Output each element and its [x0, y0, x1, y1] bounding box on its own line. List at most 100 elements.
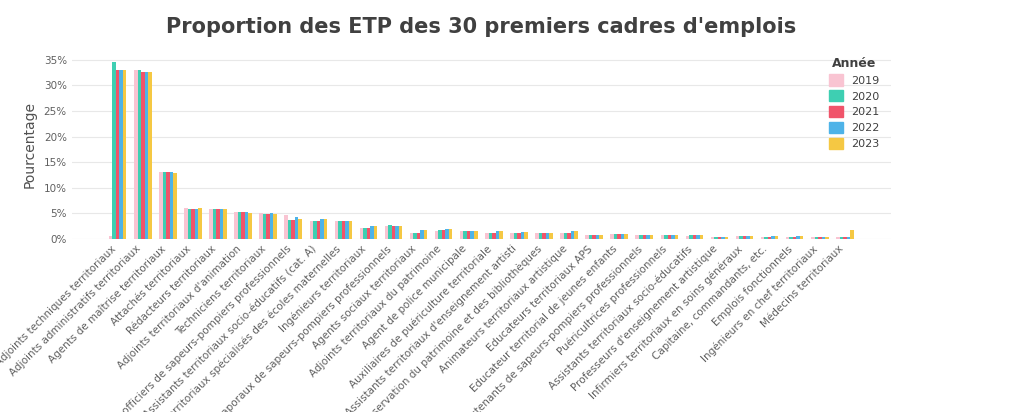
- Bar: [273, 214, 276, 239]
- Bar: [768, 237, 771, 239]
- Bar: [750, 236, 754, 239]
- Bar: [671, 235, 675, 239]
- Bar: [617, 234, 621, 239]
- Bar: [187, 209, 191, 239]
- Bar: [689, 235, 692, 239]
- Bar: [141, 73, 144, 239]
- Bar: [285, 215, 288, 239]
- Bar: [238, 212, 242, 239]
- Bar: [775, 236, 778, 239]
- Bar: [298, 219, 302, 239]
- Bar: [166, 172, 170, 239]
- Bar: [474, 231, 477, 239]
- Bar: [367, 228, 371, 239]
- Bar: [524, 232, 527, 239]
- Bar: [470, 231, 474, 239]
- Bar: [546, 233, 549, 239]
- Bar: [736, 236, 739, 239]
- Bar: [195, 209, 199, 239]
- Bar: [438, 230, 442, 239]
- Bar: [424, 230, 427, 239]
- Bar: [843, 237, 847, 239]
- Bar: [464, 231, 467, 239]
- Bar: [589, 235, 592, 239]
- Bar: [374, 226, 377, 239]
- Bar: [460, 231, 464, 239]
- Y-axis label: Pourcentage: Pourcentage: [23, 101, 37, 188]
- Bar: [435, 231, 438, 239]
- Bar: [292, 220, 295, 239]
- Bar: [338, 221, 342, 239]
- Bar: [309, 221, 313, 239]
- Bar: [564, 233, 567, 239]
- Bar: [567, 233, 570, 239]
- Bar: [771, 236, 775, 239]
- Bar: [359, 228, 364, 239]
- Bar: [668, 235, 671, 239]
- Bar: [371, 226, 374, 239]
- Bar: [636, 235, 639, 239]
- Bar: [485, 233, 488, 239]
- Bar: [348, 221, 352, 239]
- Bar: [414, 233, 417, 239]
- Bar: [184, 208, 187, 239]
- Bar: [836, 237, 840, 239]
- Bar: [642, 235, 646, 239]
- Bar: [259, 213, 263, 239]
- Bar: [586, 235, 589, 239]
- Bar: [242, 212, 245, 239]
- Bar: [721, 237, 725, 239]
- Bar: [170, 172, 173, 239]
- Bar: [739, 236, 742, 239]
- Bar: [449, 229, 453, 239]
- Bar: [220, 209, 223, 239]
- Bar: [316, 221, 321, 239]
- Bar: [263, 214, 266, 239]
- Bar: [814, 237, 818, 239]
- Bar: [295, 218, 298, 239]
- Bar: [821, 237, 825, 239]
- Bar: [517, 233, 520, 239]
- Bar: [113, 62, 116, 239]
- Bar: [137, 70, 141, 239]
- Bar: [345, 221, 348, 239]
- Bar: [725, 237, 728, 239]
- Bar: [811, 237, 814, 239]
- Bar: [699, 235, 703, 239]
- Bar: [467, 231, 470, 239]
- Bar: [159, 172, 163, 239]
- Bar: [173, 173, 176, 239]
- Bar: [800, 236, 804, 239]
- Bar: [123, 70, 127, 239]
- Bar: [148, 73, 152, 239]
- Bar: [266, 214, 270, 239]
- Bar: [560, 233, 564, 239]
- Bar: [510, 233, 514, 239]
- Bar: [392, 226, 395, 239]
- Bar: [610, 234, 614, 239]
- Bar: [649, 235, 653, 239]
- Bar: [686, 236, 689, 239]
- Bar: [639, 235, 642, 239]
- Bar: [625, 234, 628, 239]
- Bar: [840, 237, 843, 239]
- Bar: [288, 220, 292, 239]
- Bar: [786, 237, 790, 239]
- Title: Proportion des ETP des 30 premiers cadres d'emplois: Proportion des ETP des 30 premiers cadre…: [166, 17, 797, 37]
- Bar: [213, 209, 216, 239]
- Bar: [742, 236, 746, 239]
- Bar: [410, 233, 414, 239]
- Bar: [539, 233, 543, 239]
- Bar: [499, 231, 503, 239]
- Legend: 2019, 2020, 2021, 2022, 2023: 2019, 2020, 2021, 2022, 2023: [823, 51, 886, 155]
- Bar: [592, 235, 596, 239]
- Bar: [574, 231, 578, 239]
- Bar: [385, 226, 388, 239]
- Bar: [335, 221, 338, 239]
- Bar: [216, 209, 220, 239]
- Bar: [209, 209, 213, 239]
- Bar: [388, 225, 392, 239]
- Bar: [321, 220, 324, 239]
- Bar: [825, 237, 828, 239]
- Bar: [570, 231, 574, 239]
